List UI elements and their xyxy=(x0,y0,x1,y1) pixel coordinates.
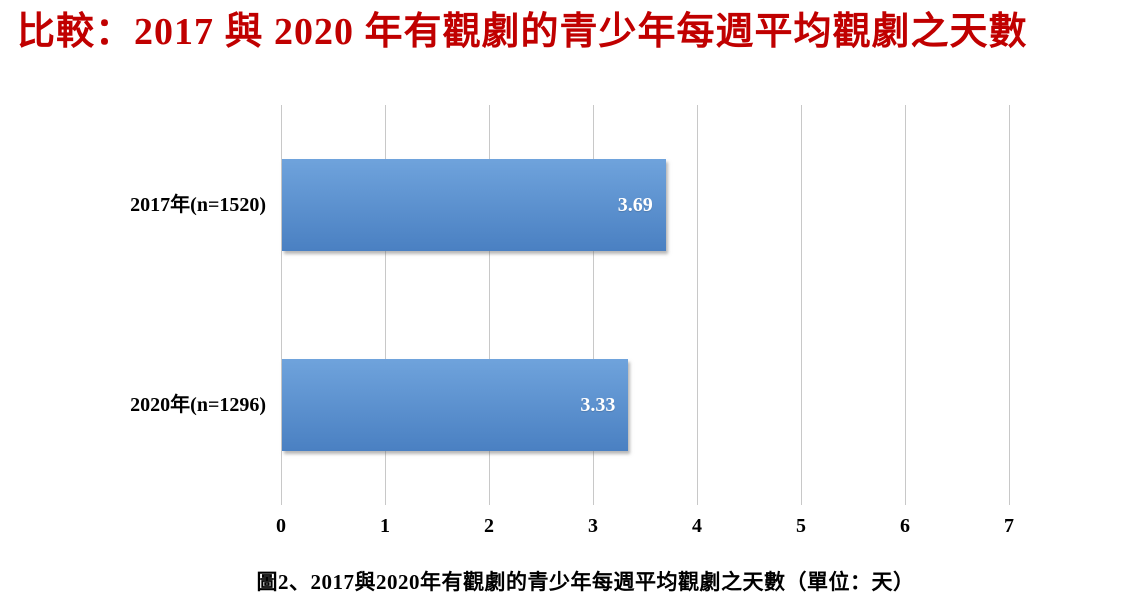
plot-area: 3.69 3.33 xyxy=(281,105,1010,505)
x-tick-label: 7 xyxy=(1004,515,1014,537)
x-tick-label: 4 xyxy=(692,515,702,537)
chart-title: 比較：2017 與 2020 年有觀劇的青少年每週平均觀劇之天數 xyxy=(17,11,1028,53)
category-label: 2020年(n=1296) xyxy=(130,394,266,416)
bar-value-label: 3.33 xyxy=(580,393,616,416)
gridline xyxy=(489,105,490,505)
bar-value-label: 3.69 xyxy=(617,193,653,216)
gridline xyxy=(1009,105,1010,505)
gridline xyxy=(281,105,282,505)
category-label: 2017年(n=1520) xyxy=(130,194,266,216)
x-tick-label: 0 xyxy=(276,515,286,537)
gridline xyxy=(905,105,906,505)
x-tick-label: 1 xyxy=(380,515,390,537)
figure-caption: 圖2、2017與2020年有觀劇的青少年每週平均觀劇之天數（單位：天） xyxy=(256,570,915,594)
x-tick-label: 5 xyxy=(796,515,806,537)
bar-2017年(n=1520): 3.69 xyxy=(282,159,666,251)
gridline xyxy=(593,105,594,505)
x-tick-label: 6 xyxy=(900,515,910,537)
bar-2020年(n=1296): 3.33 xyxy=(282,359,629,451)
x-tick-label: 2 xyxy=(484,515,494,537)
x-tick-label: 3 xyxy=(588,515,598,537)
gridline xyxy=(697,105,698,505)
gridline xyxy=(801,105,802,505)
gridline xyxy=(385,105,386,505)
